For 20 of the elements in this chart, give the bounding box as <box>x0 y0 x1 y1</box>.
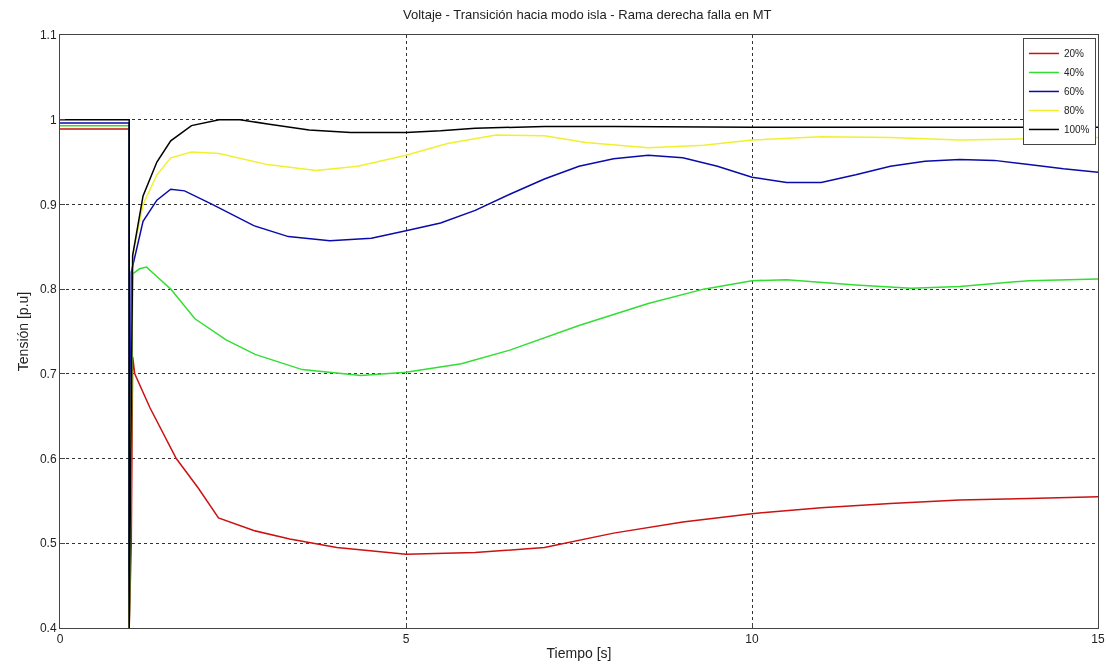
x-tick-label: 0 <box>56 632 64 647</box>
x-tick-label: 15 <box>1091 632 1105 647</box>
legend-label: 80% <box>1063 105 1085 117</box>
y-tick-label: 0.4 <box>39 621 57 636</box>
x-tick-label: 10 <box>745 632 759 647</box>
x-tick-label: 5 <box>402 632 410 647</box>
legend-label: 60% <box>1063 86 1085 98</box>
y-tick-label: 0.6 <box>39 451 57 466</box>
legend-label: 100% <box>1063 124 1090 136</box>
y-tick-label: 0.9 <box>39 197 57 212</box>
y-axis-title: Tensión [p.u] <box>14 291 31 372</box>
x-axis-title: Tiempo [s] <box>546 644 612 661</box>
chart-title: Voltaje - Transición hacia modo isla - Rama derecha falla en MT <box>402 7 772 23</box>
legend-label: 40% <box>1063 67 1085 79</box>
y-tick-label: 0.5 <box>39 536 57 551</box>
y-tick-label: 1.1 <box>39 28 57 43</box>
y-tick-label: 0.7 <box>39 367 57 382</box>
y-tick-label: 1 <box>49 112 57 127</box>
y-tick-label: 0.8 <box>39 282 57 297</box>
legend-label: 20% <box>1063 48 1085 60</box>
